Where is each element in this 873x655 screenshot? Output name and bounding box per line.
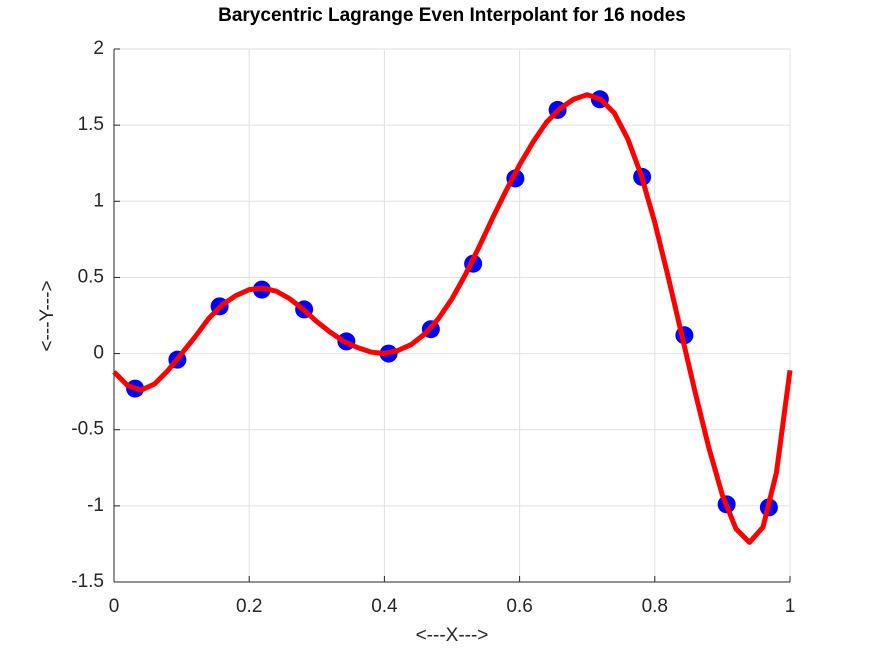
y-tick-label: 0.5 (78, 266, 104, 287)
x-tick-label: 0.6 (506, 596, 532, 617)
y-axis-label: <---Y---> (37, 280, 58, 351)
x-axis-label: <---X---> (416, 625, 489, 646)
y-tick-label: 1.5 (78, 114, 104, 135)
x-tick-label: 0.4 (371, 596, 398, 617)
y-tick-label: 2 (93, 38, 104, 59)
x-tick-label: 0.8 (642, 596, 668, 617)
x-tick-label: 0 (109, 596, 120, 617)
y-tick-label: 1 (93, 190, 104, 211)
y-tick-label: -1.5 (71, 571, 104, 592)
chart-title: Barycentric Lagrange Even Interpolant fo… (218, 5, 686, 26)
x-tick-label: 1 (785, 596, 796, 617)
y-tick-label: -0.5 (71, 419, 104, 440)
y-tick-label: 0 (93, 343, 104, 364)
interpolant-line (112, 92, 793, 545)
x-tick-label: 0.2 (236, 596, 262, 617)
y-tick-label: -1 (87, 495, 104, 516)
